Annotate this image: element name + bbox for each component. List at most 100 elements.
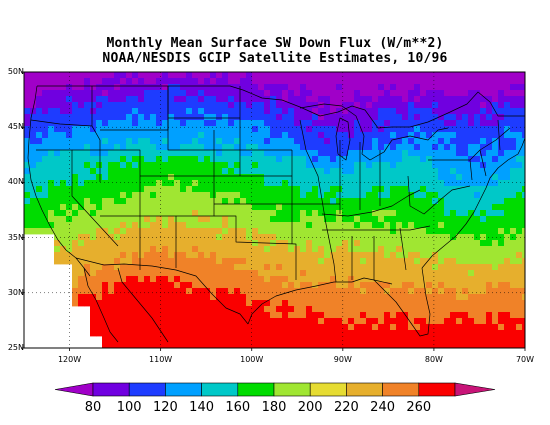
- flux-cell: [264, 252, 271, 259]
- flux-cell: [36, 144, 43, 151]
- flux-cell: [342, 222, 349, 229]
- flux-cell: [390, 258, 397, 265]
- lake-michigan: [335, 117, 351, 161]
- flux-cell: [354, 204, 361, 211]
- flux-cell: [420, 180, 427, 187]
- flux-cell: [306, 276, 313, 283]
- flux-cell: [372, 270, 379, 277]
- flux-cell: [420, 216, 427, 223]
- flux-cell: [60, 240, 67, 247]
- flux-cell: [156, 276, 163, 283]
- flux-cell: [288, 114, 295, 121]
- flux-cell: [516, 108, 523, 115]
- flux-cell: [60, 180, 67, 187]
- flux-cell: [48, 192, 55, 199]
- flux-cell: [444, 174, 451, 181]
- flux-cell: [390, 120, 397, 127]
- flux-cell: [174, 222, 181, 229]
- flux-cell: [132, 312, 139, 319]
- flux-cell: [222, 174, 229, 181]
- flux-cell: [72, 72, 79, 79]
- flux-cell: [216, 234, 223, 241]
- flux-cell: [108, 216, 115, 223]
- flux-cell: [312, 90, 319, 97]
- latitude-label: 50N: [7, 67, 24, 76]
- flux-cell: [126, 138, 133, 145]
- ohio-river: [321, 189, 421, 217]
- flux-cell: [258, 270, 265, 277]
- flux-cell: [234, 234, 241, 241]
- flux-cell: [30, 114, 37, 121]
- flux-cell: [234, 102, 241, 109]
- flux-cell: [204, 312, 211, 319]
- flux-cell: [426, 108, 433, 115]
- flux-cell: [414, 150, 421, 157]
- flux-cell: [198, 78, 205, 85]
- flux-cell: [306, 78, 313, 85]
- flux-cell: [258, 78, 265, 85]
- flux-cell: [210, 114, 217, 121]
- flux-cell: [492, 84, 499, 91]
- flux-cell: [492, 90, 499, 97]
- flux-cell: [360, 90, 367, 97]
- flux-cell: [138, 216, 145, 223]
- flux-cell: [342, 246, 349, 253]
- flux-cell: [78, 198, 85, 205]
- flux-cell: [270, 144, 277, 151]
- flux-cell: [48, 150, 55, 157]
- flux-cell: [312, 270, 319, 277]
- latitude-label: 30N: [7, 287, 24, 297]
- flux-cell: [498, 108, 505, 115]
- flux-cell: [282, 126, 289, 133]
- flux-cell: [24, 174, 31, 181]
- flux-cell: [144, 72, 151, 79]
- flux-cell: [132, 252, 139, 259]
- flux-cell: [90, 246, 97, 253]
- flux-cell: [324, 102, 331, 109]
- flux-cell: [204, 234, 211, 241]
- flux-cell: [48, 78, 55, 85]
- flux-cell: [330, 288, 337, 295]
- flux-cell: [210, 294, 217, 301]
- flux-cell: [366, 108, 373, 115]
- flux-cell: [372, 150, 379, 157]
- flux-cell: [330, 228, 337, 235]
- flux-cell: [240, 270, 247, 277]
- flux-cell: [102, 210, 109, 217]
- flux-cell: [246, 240, 253, 247]
- flux-cell: [324, 312, 331, 319]
- flux-cell: [210, 234, 217, 241]
- flux-cell: [372, 276, 379, 283]
- flux-cell: [300, 90, 307, 97]
- flux-cell: [240, 72, 247, 79]
- flux-cell: [300, 258, 307, 265]
- flux-cell: [222, 138, 229, 145]
- flux-cell: [156, 150, 163, 157]
- flux-cell: [240, 264, 247, 271]
- flux-cell: [234, 198, 241, 205]
- flux-cell: [396, 72, 403, 79]
- flux-cell: [108, 102, 115, 109]
- flux-cell: [240, 138, 247, 145]
- flux-cell: [168, 240, 175, 247]
- flux-cell: [144, 78, 151, 85]
- flux-cell: [222, 264, 229, 271]
- flux-cell: [108, 186, 115, 193]
- flux-cell: [192, 102, 199, 109]
- flux-cell: [138, 174, 145, 181]
- flux-cell: [354, 228, 361, 235]
- flux-cell: [402, 234, 409, 241]
- flux-cell: [162, 294, 169, 301]
- flux-cell: [84, 102, 91, 109]
- flux-cell: [384, 132, 391, 139]
- flux-cell: [438, 294, 445, 301]
- flux-cell: [138, 300, 145, 307]
- flux-cell: [144, 252, 151, 259]
- flux-cell: [288, 132, 295, 139]
- flux-cell: [444, 102, 451, 109]
- flux-cell: [174, 84, 181, 91]
- flux-cell: [300, 324, 307, 331]
- flux-cell: [276, 282, 283, 289]
- flux-cell: [402, 120, 409, 127]
- flux-cell: [258, 252, 265, 259]
